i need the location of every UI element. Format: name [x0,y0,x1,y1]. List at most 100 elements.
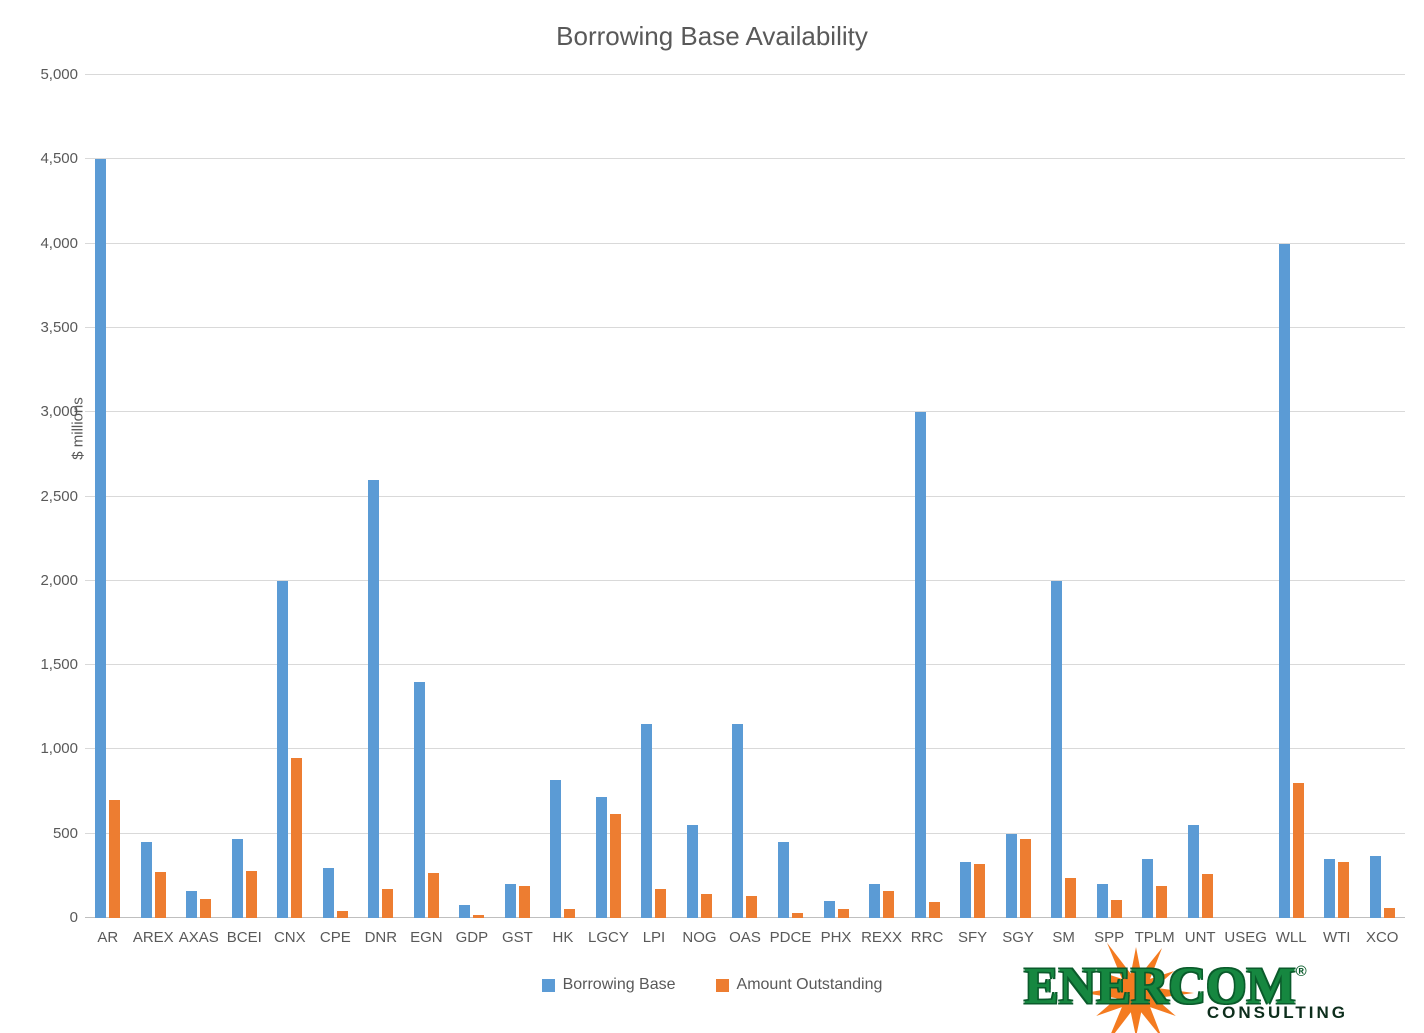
y-tick-label: 4,500 [40,150,78,168]
gridline [85,411,1405,413]
amount-outstanding-bar-wll [1292,783,1304,918]
x-axis-label-egn: EGN [410,929,443,946]
borrowing-base-bar-tplm [1142,859,1154,918]
y-tick-label: 3,500 [40,318,78,336]
bar-group-gst: GST [495,75,541,946]
bar-group-gdp: GDP [449,75,495,946]
gridline [85,74,1405,75]
x-axis-label-dnr: DNR [364,929,398,946]
bar-group-ar: AR [85,75,131,946]
bar-group-pdce: PDCE [768,75,814,946]
x-axis-label-sfy: SFY [957,929,988,946]
y-tick-label: 500 [52,824,78,842]
amount-outstanding-bar-gst [518,885,530,918]
amount-outstanding-swatch-icon [715,978,729,992]
amount-outstanding-bar-hk [564,908,576,918]
borrowing-base-bar-lpi [641,724,653,918]
gridline [85,158,1405,160]
borrowing-base-bar-nog [686,825,698,918]
borrowing-base-bar-rrc [914,412,926,918]
borrowing-base-bar-sgy [1005,833,1017,918]
bar-group-rexx: REXX [859,75,905,946]
bar-group-nog: NOG [677,75,723,946]
borrowing-base-bar-sfy [960,862,972,918]
gridline [85,579,1405,581]
borrowing-base-swatch-icon [541,978,555,992]
y-tick-label: 1,000 [40,740,78,758]
x-axis-label-gdp: GDP [455,929,489,946]
gridline [85,748,1405,750]
borrowing-base-bar-lgcy [595,796,607,918]
amount-outstanding-bar-pdce [792,912,803,918]
x-axis-label-lpi: LPI [642,929,666,946]
borrowing-base-bar-rexx [869,884,881,918]
bar-group-sgy: SGY [995,75,1041,946]
borrowing-base-bar-gdp [459,905,471,918]
bar-group-rrc: RRC [904,75,950,946]
gridline [85,326,1405,328]
borrowing-base-bar-axas [186,891,198,918]
bar-group-dnr: DNR [358,75,404,946]
x-axis-label-wti: WTI [1322,929,1351,946]
amount-outstanding-bar-dnr [382,889,394,918]
borrowing-base-bar-pdce [778,842,789,918]
bar-group-cnx: CNX [267,75,313,946]
bar-group-useg: USEG [1223,75,1269,946]
amount-outstanding-bar-bcei [245,870,257,918]
x-axis-label-gst: GST [501,929,533,946]
amount-outstanding-bar-axas [200,898,212,918]
bar-group-wll: WLL [1268,75,1314,946]
bar-group-lpi: LPI [631,75,677,946]
bar-group-phx: PHX [813,75,859,946]
amount-outstanding-bar-sgy [1019,838,1031,918]
amount-outstanding-bar-egn [427,873,439,918]
y-tick-label: 2,000 [40,571,78,589]
borrowing-base-bar-cnx [277,580,289,918]
x-axis-line [85,917,1405,918]
x-axis-label-lgcy: LGCY [588,929,629,946]
x-axis-label-sgy: SGY [1002,929,1034,946]
plot-area: AR AREX AXAS BCEI CNX CPE DNR EGN GDP GST HK LGCY LP… [85,74,1405,946]
y-tick-label: 2,500 [40,487,78,505]
x-axis-label-ar: AR [97,929,119,946]
borrowing-base-bar-xco [1369,855,1381,918]
amount-outstanding-bar-spp [1110,900,1122,918]
amount-outstanding-bar-rrc [928,901,940,918]
x-axis-label-cpe: CPE [319,929,351,946]
borrowing-base-bar-gst [504,884,516,918]
x-axis-label-spp: SPP [1094,929,1125,946]
borrowing-base-bar-spp [1096,884,1108,918]
legend-label: Amount Outstanding [736,976,883,993]
bar-group-sfy: SFY [950,75,996,946]
x-axis-label-rrc: RRC [910,929,944,946]
borrowing-base-bar-dnr [368,479,380,918]
amount-outstanding-bar-lpi [655,889,667,918]
bar-group-oas: OAS [722,75,768,946]
borrowing-base-bar-egn [413,681,425,918]
amount-outstanding-bar-ar [109,799,121,918]
borrowing-base-bar-unt [1187,825,1199,918]
gridline [85,495,1405,497]
amount-outstanding-bar-tplm [1156,885,1168,918]
y-axis-ticks: 0 500 1,000 1,500 2,000 2,500 3,000 3,500 4,000 4… [22,66,78,926]
bar-group-egn: EGN [404,75,450,946]
borrowing-base-bar-phx [823,901,835,918]
bar-group-bcei: BCEI [222,75,268,946]
x-axis-label-sm: SM [1052,929,1075,946]
x-axis-label-hk: HK [552,929,574,946]
amount-outstanding-bar-nog [700,893,712,918]
borrowing-base-bar-hk [550,779,562,918]
x-axis-label-oas: OAS [729,929,761,946]
borrowing-base-bar-wll [1278,243,1290,918]
registered-mark-icon: ® [1295,963,1307,980]
y-tick-label: 0 [69,909,78,926]
y-tick-label: 3,000 [40,403,78,421]
borrowing-base-bar-bcei [231,838,243,918]
x-axis-label-arex: AREX [132,929,174,946]
amount-outstanding-bar-lgcy [609,814,621,918]
borrowing-base-bar-wti [1324,859,1336,918]
y-tick-label: 5,000 [40,66,78,83]
bar-group-arex: AREX [131,75,177,946]
amount-outstanding-bar-cpe [336,911,348,918]
x-axis-label-xco: XCO [1365,929,1399,946]
